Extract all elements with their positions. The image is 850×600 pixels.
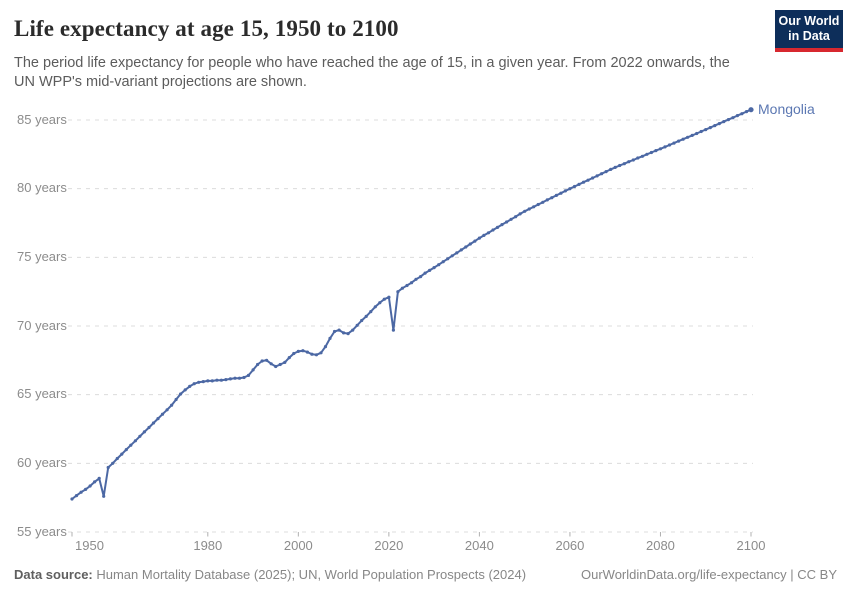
owid-logo-line1: Our World	[778, 14, 840, 29]
y-tick-label-60: 60 years	[17, 454, 67, 470]
x-tick-label-1980: 1980	[193, 538, 223, 553]
credit-link[interactable]: OurWorldinData.org/life-expectancy | CC …	[580, 567, 837, 582]
x-tick-label-1950: 1950	[75, 538, 104, 553]
owid-logo[interactable]: Our World in Data	[775, 10, 843, 52]
chart-subtitle: The period life expectancy for people wh…	[14, 55, 730, 90]
y-tick-label-80: 80 years	[17, 180, 67, 196]
data-source-label: Data source:	[14, 567, 93, 582]
series-markers	[70, 107, 754, 501]
x-tick-label-2060: 2060	[555, 538, 585, 553]
y-tick-label-65: 65 years	[17, 386, 67, 402]
x-tick-label-2040: 2040	[464, 538, 494, 553]
y-tick-label-85: 85 years	[17, 111, 67, 127]
data-source-note: Data source: Human Mortality Database (2…	[14, 567, 526, 582]
x-tick-label-2100: 2100	[736, 538, 766, 553]
x-tick-label-2000: 2000	[283, 538, 313, 553]
series-line-mongolia[interactable]	[71, 108, 752, 500]
x-tick-label-2020: 2020	[374, 538, 404, 553]
y-tick-label-55: 55 years	[17, 523, 67, 539]
y-tick-label-75: 75 years	[17, 248, 67, 264]
x-tick-label-2080: 2080	[645, 538, 675, 553]
data-source-text: Human Mortality Database (2025); UN, Wor…	[92, 567, 527, 582]
page-title: Life expectancy at age 15, 1950 to 2100	[14, 16, 399, 41]
owid-logo-line2: in Data	[788, 29, 830, 43]
y-tick-label-70: 70 years	[17, 317, 67, 333]
entity-label-mongolia[interactable]: Mongolia	[758, 100, 815, 117]
